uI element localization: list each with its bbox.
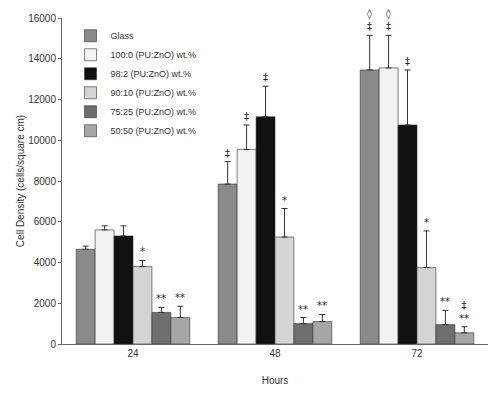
svg-text:**: **: [298, 304, 308, 315]
svg-text:◊‡: ◊‡: [386, 8, 391, 32]
svg-text:Cell Density (cells/square cm): Cell Density (cells/square cm): [15, 115, 26, 247]
svg-text:0: 0: [50, 339, 56, 350]
svg-text:‡: ‡: [405, 56, 410, 67]
svg-text:72: 72: [411, 348, 423, 359]
svg-text:8000: 8000: [34, 176, 57, 187]
svg-text:12000: 12000: [28, 94, 56, 105]
svg-text:*: *: [282, 195, 287, 206]
svg-text:10000: 10000: [28, 135, 56, 146]
svg-text:100:0 (PU:ZnO) wt.%: 100:0 (PU:ZnO) wt.%: [111, 50, 197, 60]
svg-text:**: **: [156, 293, 166, 304]
svg-text:75:25 (PU:ZnO) wt.%: 75:25 (PU:ZnO) wt.%: [111, 107, 197, 117]
svg-text:Glass: Glass: [111, 31, 135, 41]
svg-text:16000: 16000: [28, 13, 56, 24]
svg-text:**: **: [440, 296, 450, 307]
svg-text:14000: 14000: [28, 53, 56, 64]
svg-text:24: 24: [127, 348, 139, 359]
svg-text:50:50 (PU:ZnO) wt.%: 50:50 (PU:ZnO) wt.%: [111, 126, 197, 136]
svg-text:6000: 6000: [34, 216, 57, 227]
svg-text:*: *: [140, 246, 145, 257]
svg-text:‡**: ‡**: [459, 300, 469, 324]
svg-text:**: **: [175, 292, 185, 303]
svg-text:90:10 (PU:ZnO) wt.%: 90:10 (PU:ZnO) wt.%: [111, 88, 197, 98]
svg-text:*: *: [424, 217, 429, 228]
svg-text:4000: 4000: [34, 257, 57, 268]
svg-text:2000: 2000: [34, 298, 57, 309]
svg-text:Hours: Hours: [262, 375, 289, 386]
svg-text:‡: ‡: [263, 72, 268, 83]
svg-text:◊‡: ◊‡: [367, 8, 372, 32]
svg-text:‡: ‡: [225, 148, 230, 159]
svg-text:48: 48: [269, 348, 281, 359]
svg-text:**: **: [317, 300, 327, 311]
svg-text:98:2 (PU:ZnO) wt.%: 98:2 (PU:ZnO) wt.%: [111, 69, 192, 79]
svg-text:‡: ‡: [244, 111, 249, 122]
